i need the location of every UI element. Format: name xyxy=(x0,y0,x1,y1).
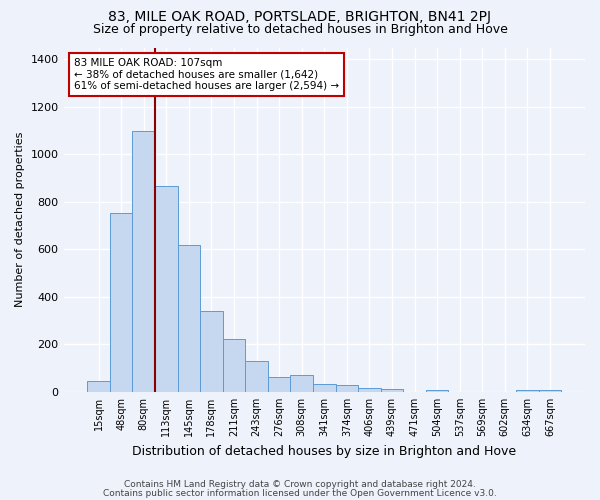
Bar xyxy=(223,339,245,392)
Bar xyxy=(426,390,448,392)
Bar xyxy=(245,361,268,392)
Bar xyxy=(335,386,358,392)
Bar xyxy=(155,186,178,392)
Bar xyxy=(516,390,539,392)
Bar xyxy=(87,380,110,392)
Text: 83 MILE OAK ROAD: 107sqm
← 38% of detached houses are smaller (1,642)
61% of sem: 83 MILE OAK ROAD: 107sqm ← 38% of detach… xyxy=(74,58,339,91)
Text: Contains public sector information licensed under the Open Government Licence v3: Contains public sector information licen… xyxy=(103,489,497,498)
Y-axis label: Number of detached properties: Number of detached properties xyxy=(15,132,25,308)
Bar xyxy=(268,377,290,392)
Text: Contains HM Land Registry data © Crown copyright and database right 2024.: Contains HM Land Registry data © Crown c… xyxy=(124,480,476,489)
X-axis label: Distribution of detached houses by size in Brighton and Hove: Distribution of detached houses by size … xyxy=(132,444,517,458)
Text: 83, MILE OAK ROAD, PORTSLADE, BRIGHTON, BN41 2PJ: 83, MILE OAK ROAD, PORTSLADE, BRIGHTON, … xyxy=(109,10,491,24)
Bar xyxy=(313,384,335,392)
Text: Size of property relative to detached houses in Brighton and Hove: Size of property relative to detached ho… xyxy=(92,22,508,36)
Bar xyxy=(290,376,313,392)
Bar xyxy=(539,390,561,392)
Bar xyxy=(178,246,200,392)
Bar xyxy=(110,214,133,392)
Bar xyxy=(358,388,381,392)
Bar xyxy=(381,389,403,392)
Bar xyxy=(200,311,223,392)
Bar xyxy=(133,130,155,392)
